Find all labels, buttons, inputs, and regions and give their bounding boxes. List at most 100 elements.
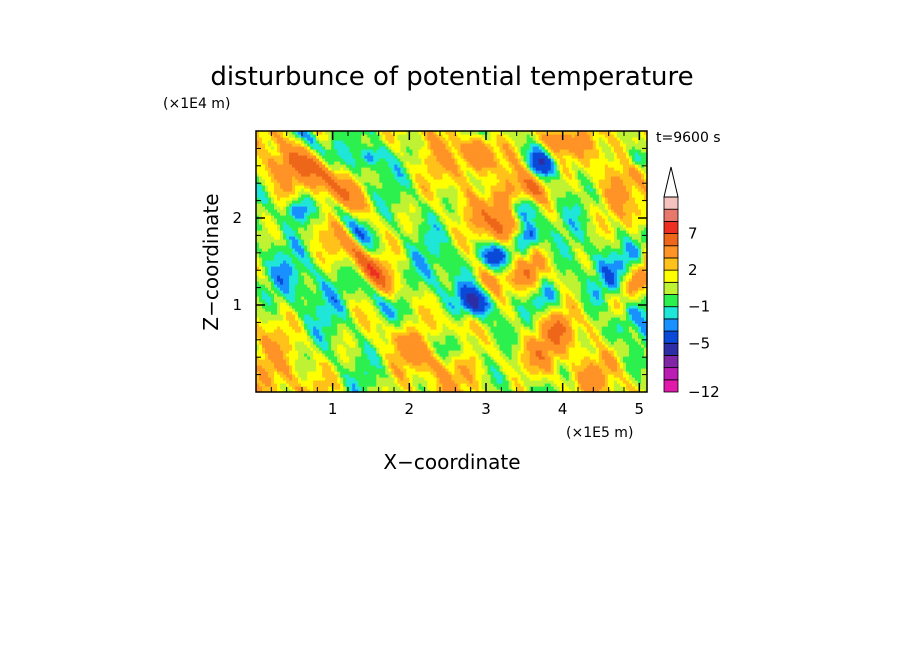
field-cell — [328, 314, 332, 318]
field-cell — [310, 203, 314, 207]
field-cell — [286, 371, 290, 375]
field-cell — [259, 194, 263, 198]
field-cell — [343, 314, 347, 318]
field-cell — [262, 143, 266, 147]
field-cell — [361, 194, 365, 198]
field-cell — [301, 263, 305, 267]
field-cell — [337, 296, 341, 300]
field-cell — [310, 248, 314, 252]
field-cell — [343, 284, 347, 288]
field-cell — [262, 233, 266, 237]
field-cell — [364, 266, 368, 270]
field-cell — [340, 158, 344, 162]
field-cell — [292, 185, 296, 189]
field-cell — [280, 158, 284, 162]
field-cell — [313, 239, 317, 243]
field-cell — [382, 161, 386, 165]
field-cell — [286, 290, 290, 294]
field-cell — [301, 314, 305, 318]
field-cell — [343, 359, 347, 363]
field-cell — [379, 134, 383, 138]
field-cell — [355, 335, 359, 339]
field-cell — [301, 245, 305, 249]
field-cell — [349, 149, 353, 153]
field-cell — [382, 221, 386, 225]
field-cell — [310, 251, 314, 255]
field-cell — [328, 338, 332, 342]
field-cell — [316, 266, 320, 270]
field-cell — [328, 269, 332, 273]
field-cell — [373, 188, 377, 192]
field-cell — [379, 305, 383, 309]
field-cell — [295, 140, 299, 144]
field-cell — [340, 386, 344, 390]
field-cell — [313, 149, 317, 153]
field-cell — [295, 227, 299, 231]
field-cell — [331, 161, 335, 165]
field-cell — [325, 293, 329, 297]
field-cell — [271, 350, 275, 354]
field-cell — [337, 236, 341, 240]
field-cell — [259, 374, 263, 378]
field-cell — [376, 311, 380, 315]
field-cell — [259, 299, 263, 303]
field-cell — [328, 323, 332, 327]
field-cell — [268, 368, 272, 372]
field-cell — [274, 287, 278, 291]
field-cell — [379, 167, 383, 171]
field-cell — [370, 311, 374, 315]
field-cell — [376, 143, 380, 147]
field-cell — [322, 272, 326, 276]
field-cell — [343, 329, 347, 333]
field-cell — [361, 227, 365, 231]
field-cell — [310, 167, 314, 171]
field-cell — [331, 335, 335, 339]
field-cell — [307, 350, 311, 354]
field-cell — [307, 281, 311, 285]
field-cell — [262, 350, 266, 354]
field-cell — [313, 272, 317, 276]
field-cell — [322, 269, 326, 273]
field-cell — [379, 329, 383, 333]
field-cell — [343, 161, 347, 165]
field-cell — [298, 137, 302, 141]
field-cell — [376, 320, 380, 324]
field-cell — [274, 236, 278, 240]
field-cell — [370, 251, 374, 255]
field-cell — [337, 191, 341, 195]
field-cell — [328, 239, 332, 243]
field-cell — [325, 368, 329, 372]
field-cell — [337, 164, 341, 168]
field-cell — [304, 347, 308, 351]
field-cell — [307, 170, 311, 174]
field-cell — [292, 140, 296, 144]
field-cell — [382, 134, 386, 138]
field-cell — [274, 248, 278, 252]
field-cell — [385, 317, 389, 321]
field-cell — [367, 161, 371, 165]
field-cell — [346, 251, 350, 255]
field-cell — [295, 230, 299, 234]
field-cell — [394, 362, 398, 366]
field-cell — [274, 368, 278, 372]
field-cell — [295, 224, 299, 228]
field-cell — [259, 218, 263, 222]
field-cell — [370, 266, 374, 270]
field-cell — [271, 281, 275, 285]
field-cell — [373, 323, 377, 327]
field-cell — [319, 299, 323, 303]
field-cell — [370, 131, 374, 135]
field-cell — [271, 380, 275, 384]
field-cell — [289, 275, 293, 279]
field-cell — [283, 155, 287, 159]
field-cell — [382, 248, 386, 252]
field-cell — [367, 137, 371, 141]
field-cell — [367, 254, 371, 258]
field-cell — [286, 188, 290, 192]
field-cell — [358, 158, 362, 162]
field-cell — [304, 284, 308, 288]
field-cell — [361, 353, 365, 357]
field-cell — [265, 278, 269, 282]
field-cell — [265, 143, 269, 147]
field-cell — [259, 323, 263, 327]
